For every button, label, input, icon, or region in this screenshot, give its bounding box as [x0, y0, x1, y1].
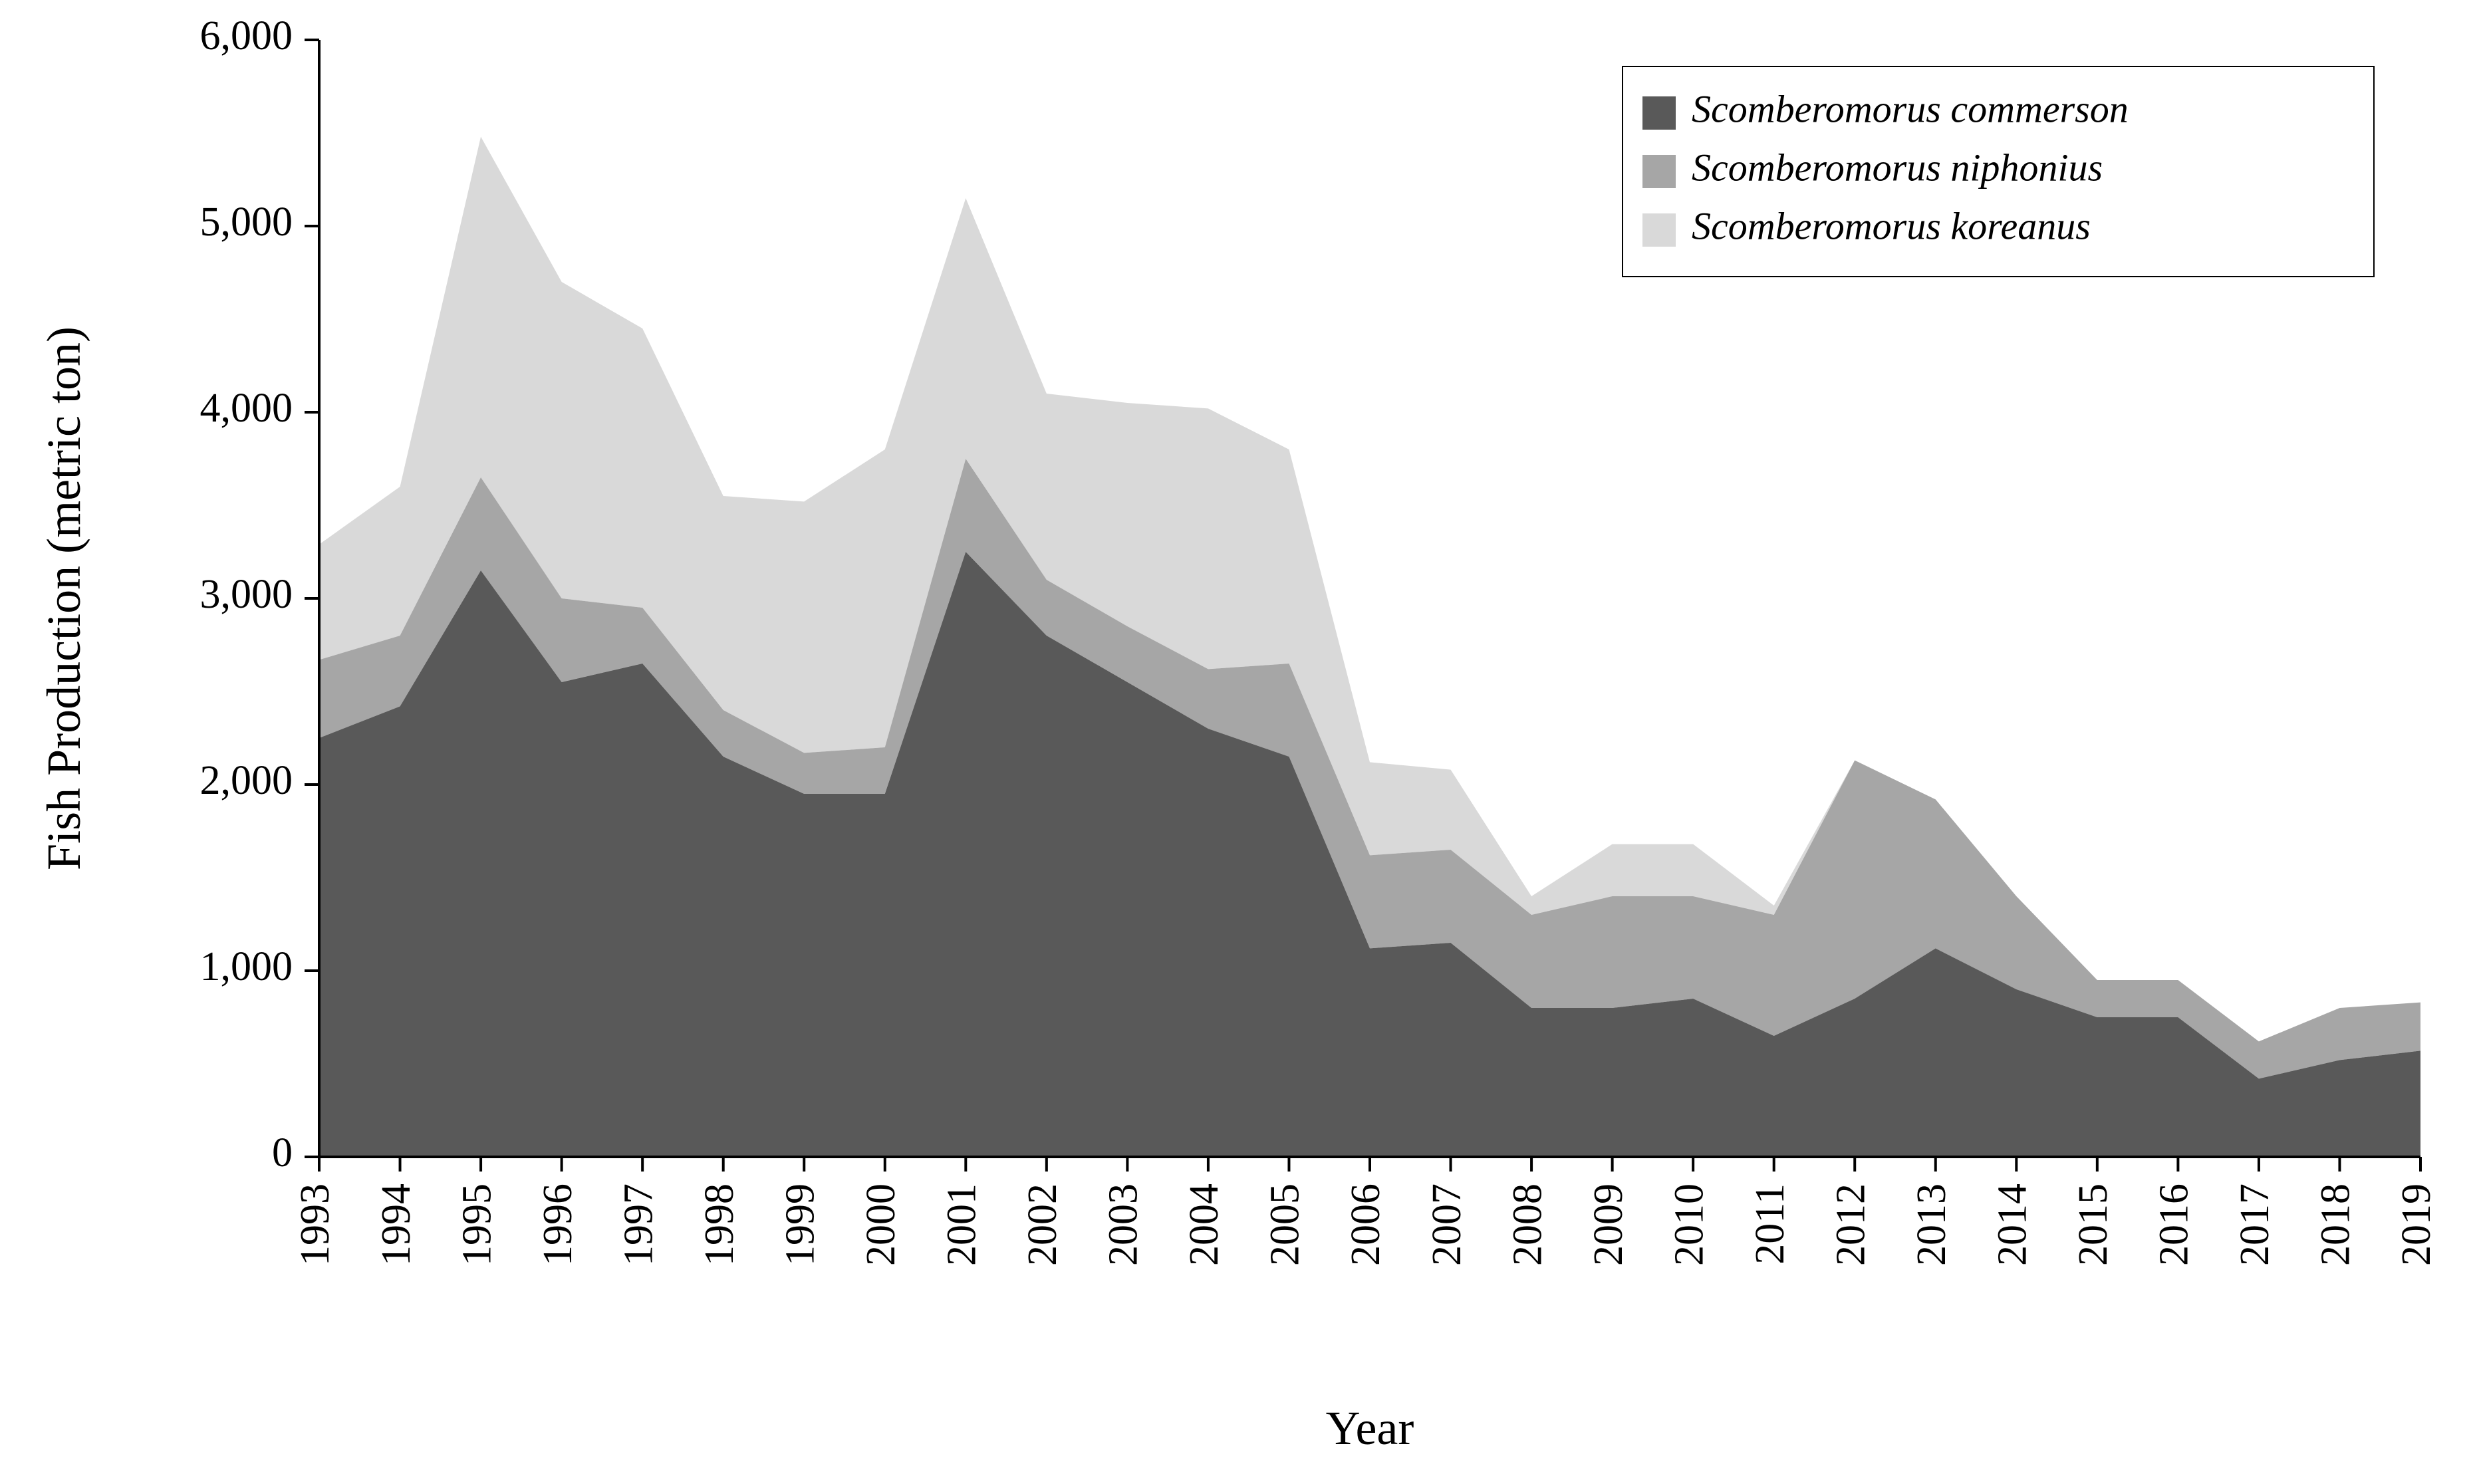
x-tick-label: 2010	[1666, 1183, 1712, 1266]
x-tick-label: 1995	[454, 1183, 499, 1266]
x-tick-label: 1997	[616, 1183, 661, 1266]
x-tick-label: 2003	[1101, 1183, 1146, 1266]
y-tick-label: 6,000	[200, 13, 293, 59]
x-tick-label: 2006	[1343, 1183, 1388, 1266]
y-tick-label: 3,000	[200, 572, 293, 617]
x-tick-label: 2012	[1828, 1183, 1873, 1266]
y-ticks: 0 1,000 2,000 3,000 4,000 5,000 6,000	[200, 13, 320, 1175]
x-tick-label: 2001	[940, 1183, 985, 1266]
areas	[319, 137, 2420, 1157]
x-tick-label: 1998	[697, 1183, 742, 1266]
x-tick-label: 2011	[1748, 1183, 1793, 1265]
x-tick-label: 2014	[1990, 1183, 2035, 1266]
chart-svg: 01,0002,0003,0004,0005,0006,000199319941…	[0, 0, 2479, 1484]
x-tick-label: 2005	[1263, 1183, 1308, 1266]
x-axis-label: Year	[1326, 1402, 1414, 1455]
x-tick-label: 2002	[1020, 1183, 1065, 1266]
x-tick-label: 2019	[2394, 1183, 2439, 1266]
y-axis-label: Fish Production (metric ton)	[37, 326, 90, 870]
y-tick-label: 4,000	[200, 386, 293, 431]
x-tick-label: 2018	[2313, 1183, 2359, 1266]
legend-swatch	[1642, 155, 1676, 188]
y-tick-label: 2,000	[200, 758, 293, 803]
x-ticks: 1993 1994 1995 1996 1997 1998 1999 2000 2001 2002…	[293, 1157, 2439, 1266]
x-tick-label: 2017	[2232, 1183, 2278, 1266]
x-tick-label: 2007	[1424, 1183, 1470, 1266]
fish-production-chart: 01,0002,0003,0004,0005,0006,000199319941…	[0, 0, 2479, 1484]
legend-label: Scomberomorus koreanus	[1692, 204, 2091, 247]
legend-swatch	[1642, 213, 1676, 247]
x-tick-label: 2004	[1182, 1183, 1227, 1266]
legend: Scomberomorus commerson Scomberomorus nip…	[1623, 66, 2374, 277]
x-tick-label: 2009	[1586, 1183, 1631, 1266]
x-tick-label: 2008	[1505, 1183, 1550, 1266]
legend-label: Scomberomorus commerson	[1692, 87, 2129, 130]
x-tick-label: 2015	[2071, 1183, 2116, 1266]
x-tick-label: 1994	[374, 1183, 419, 1266]
y-tick-label: 5,000	[200, 199, 293, 245]
x-tick-label: 1996	[535, 1183, 581, 1266]
y-tick-label: 0	[272, 1130, 293, 1175]
legend-swatch	[1642, 96, 1676, 130]
x-tick-label: 1999	[777, 1183, 823, 1266]
x-tick-label: 2000	[858, 1183, 904, 1266]
x-tick-label: 1993	[293, 1183, 338, 1266]
x-tick-label: 2013	[1909, 1183, 1954, 1266]
y-tick-label: 1,000	[200, 944, 293, 989]
legend-label: Scomberomorus niphonius	[1692, 146, 2103, 189]
x-tick-label: 2016	[2152, 1183, 2197, 1266]
